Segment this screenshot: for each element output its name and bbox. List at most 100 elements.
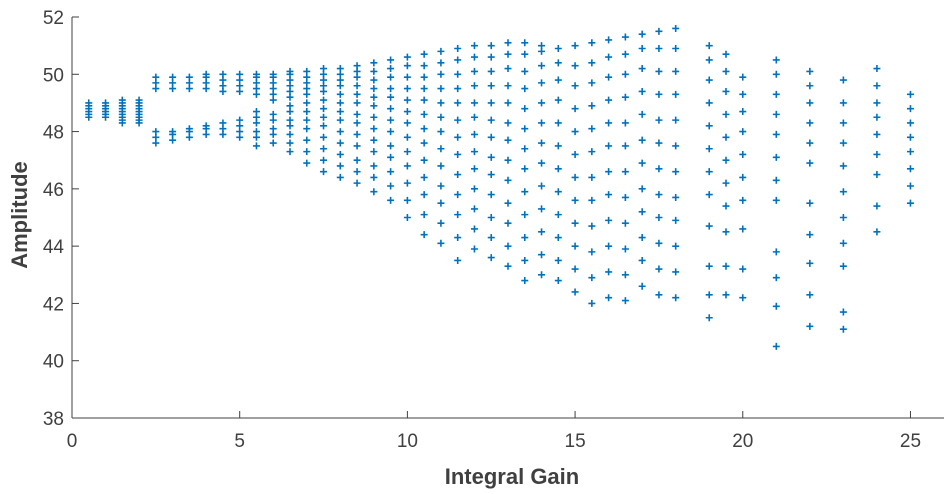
data-point xyxy=(135,96,143,104)
data-point xyxy=(336,99,344,107)
data-point xyxy=(722,133,730,141)
data-point xyxy=(705,145,713,153)
data-point xyxy=(185,73,193,81)
data-point xyxy=(252,142,260,150)
data-point xyxy=(806,139,814,147)
data-point xyxy=(487,67,495,75)
data-point xyxy=(387,73,395,81)
data-point xyxy=(320,156,328,164)
data-point xyxy=(504,242,512,250)
data-point xyxy=(387,128,395,136)
data-point xyxy=(839,308,847,316)
data-point xyxy=(655,116,663,124)
data-point xyxy=(504,119,512,127)
data-point xyxy=(403,73,411,81)
data-point xyxy=(772,274,780,282)
data-point xyxy=(169,73,177,81)
data-point xyxy=(806,82,814,90)
data-point xyxy=(554,188,562,196)
data-point xyxy=(672,142,680,150)
data-point xyxy=(403,119,411,127)
data-point xyxy=(655,291,663,299)
data-point xyxy=(906,182,914,190)
data-point xyxy=(470,82,478,90)
data-point xyxy=(403,196,411,204)
data-point xyxy=(571,128,579,136)
data-point xyxy=(420,191,428,199)
data-point xyxy=(772,110,780,118)
data-point xyxy=(839,99,847,107)
data-point xyxy=(538,159,546,167)
x-tick-label: 10 xyxy=(397,431,418,452)
y-tick-label: 48 xyxy=(43,123,64,144)
data-point xyxy=(353,168,361,176)
data-point xyxy=(588,148,596,156)
data-point xyxy=(806,291,814,299)
data-point xyxy=(722,67,730,75)
data-point xyxy=(839,239,847,247)
data-point xyxy=(605,53,613,61)
data-point xyxy=(538,182,546,190)
data-point xyxy=(437,99,445,107)
data-point xyxy=(387,153,395,161)
data-point xyxy=(286,139,294,147)
data-point xyxy=(621,168,629,176)
data-point xyxy=(554,59,562,67)
data-point xyxy=(638,87,646,95)
data-point xyxy=(873,171,881,179)
data-point xyxy=(722,110,730,118)
data-point xyxy=(387,105,395,113)
data-point xyxy=(638,234,646,242)
data-point xyxy=(487,53,495,61)
data-point xyxy=(353,99,361,107)
data-point xyxy=(420,73,428,81)
data-point xyxy=(454,211,462,219)
data-point xyxy=(739,108,747,116)
data-point xyxy=(487,234,495,242)
data-point xyxy=(621,245,629,253)
data-point xyxy=(487,116,495,124)
data-point xyxy=(605,294,613,302)
data-point xyxy=(739,73,747,81)
data-point xyxy=(722,262,730,270)
data-point xyxy=(370,85,378,93)
data-point xyxy=(353,90,361,98)
data-point xyxy=(739,294,747,302)
data-point xyxy=(705,291,713,299)
data-point xyxy=(504,99,512,107)
data-point xyxy=(370,93,378,101)
data-point xyxy=(286,67,294,75)
data-point xyxy=(454,133,462,141)
data-point xyxy=(269,70,277,78)
data-point xyxy=(588,39,596,47)
data-point xyxy=(655,214,663,221)
data-point xyxy=(772,342,780,350)
data-point xyxy=(336,150,344,158)
data-point xyxy=(403,85,411,93)
data-point xyxy=(638,256,646,264)
data-point xyxy=(504,65,512,73)
data-point xyxy=(504,156,512,164)
data-point xyxy=(621,193,629,201)
data-point xyxy=(269,139,277,147)
data-point xyxy=(470,42,478,50)
data-point xyxy=(353,119,361,127)
data-point xyxy=(605,36,613,44)
data-point xyxy=(906,133,914,141)
data-point xyxy=(873,65,881,73)
data-point xyxy=(588,102,596,110)
data-point xyxy=(320,65,328,73)
data-point xyxy=(638,208,646,216)
data-point xyxy=(672,67,680,75)
data-point xyxy=(705,314,713,322)
data-point xyxy=(487,153,495,161)
data-point xyxy=(739,128,747,136)
data-point xyxy=(621,142,629,150)
data-point xyxy=(470,130,478,138)
data-point xyxy=(487,171,495,179)
data-point xyxy=(538,271,546,279)
x-axis-title: Integral Gain xyxy=(445,464,579,489)
axes xyxy=(71,17,944,419)
data-point xyxy=(588,125,596,133)
